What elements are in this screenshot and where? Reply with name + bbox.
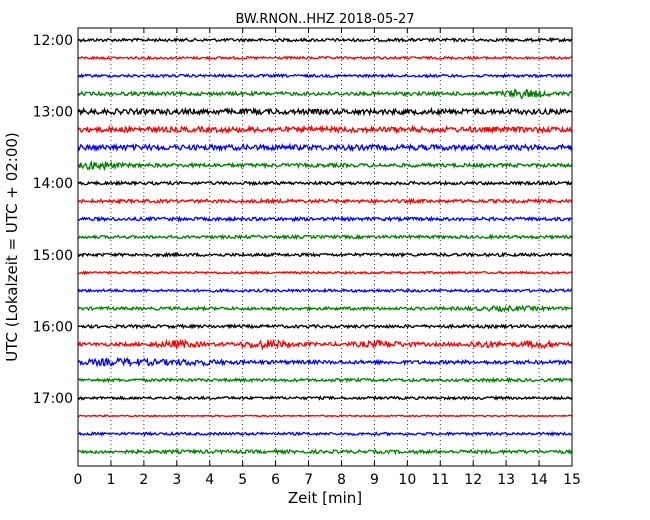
x-tick-label-0: 0 xyxy=(74,472,83,488)
trace-1745 xyxy=(77,448,573,456)
x-tick-label-8: 8 xyxy=(337,472,346,488)
x-tick-label-4: 4 xyxy=(205,472,214,488)
trace-1645 xyxy=(77,376,573,384)
x-tick-label-15: 15 xyxy=(563,472,581,488)
y-tick-label-15:00: 15:00 xyxy=(33,248,73,264)
trace-1300 xyxy=(77,106,573,117)
trace-1615 xyxy=(77,338,573,351)
trace-1630 xyxy=(77,356,573,368)
y-axis-label: UTC (Lokalzeit = UTC + 02:00) xyxy=(3,132,21,362)
x-tick-label-7: 7 xyxy=(304,472,313,488)
trace-1415 xyxy=(77,197,573,205)
x-tick-label-6: 6 xyxy=(271,472,280,488)
trace-group xyxy=(77,37,573,456)
trace-1400 xyxy=(77,179,573,187)
trace-1345 xyxy=(77,159,573,172)
y-tick-label-12:00: 12:00 xyxy=(33,33,73,49)
trace-1330 xyxy=(77,142,573,153)
plot-frame xyxy=(77,27,573,467)
trace-1500 xyxy=(77,251,573,259)
x-tick-label-2: 2 xyxy=(139,472,148,488)
y-tick-label-13:00: 13:00 xyxy=(33,105,73,121)
x-axis-label: Zeit [min] xyxy=(288,489,362,507)
x-tick-label-12: 12 xyxy=(464,472,482,488)
chart-title: BW.RNON..HHZ 2018-05-27 xyxy=(235,12,414,27)
x-tick-label-10: 10 xyxy=(398,472,416,488)
trace-1600 xyxy=(77,323,573,330)
x-tick-label-9: 9 xyxy=(370,472,379,488)
y-tick-label-14:00: 14:00 xyxy=(33,176,73,192)
trace-1515 xyxy=(77,270,573,276)
y-tick-label-16:00: 16:00 xyxy=(33,319,73,335)
trace-1530 xyxy=(77,287,573,294)
x-tick-label-5: 5 xyxy=(238,472,247,488)
x-tick-label-11: 11 xyxy=(431,472,449,488)
trace-1245 xyxy=(77,88,573,100)
trace-1445 xyxy=(77,233,573,241)
trace-1715 xyxy=(77,414,573,418)
trace-1315 xyxy=(77,124,573,135)
x-axis-ticks: 0 1 2 3 4 5 6 7 8 9 10 11 12 13 14 15 xyxy=(74,28,581,488)
trace-1215 xyxy=(77,55,573,61)
trace-1430 xyxy=(77,215,573,223)
trace-1230 xyxy=(77,72,573,79)
x-tick-label-14: 14 xyxy=(530,472,548,488)
x-tick-label-3: 3 xyxy=(172,472,181,488)
x-tick-label-13: 13 xyxy=(497,472,515,488)
trace-1730 xyxy=(77,430,573,437)
trace-1700 xyxy=(77,395,573,401)
y-axis-ticks: 12:00 13:00 14:00 15:00 16:00 17:00 xyxy=(33,33,572,407)
y-tick-label-17:00: 17:00 xyxy=(33,391,73,407)
trace-1200 xyxy=(77,37,573,44)
x-tick-label-1: 1 xyxy=(106,472,115,488)
trace-1545 xyxy=(77,304,573,313)
